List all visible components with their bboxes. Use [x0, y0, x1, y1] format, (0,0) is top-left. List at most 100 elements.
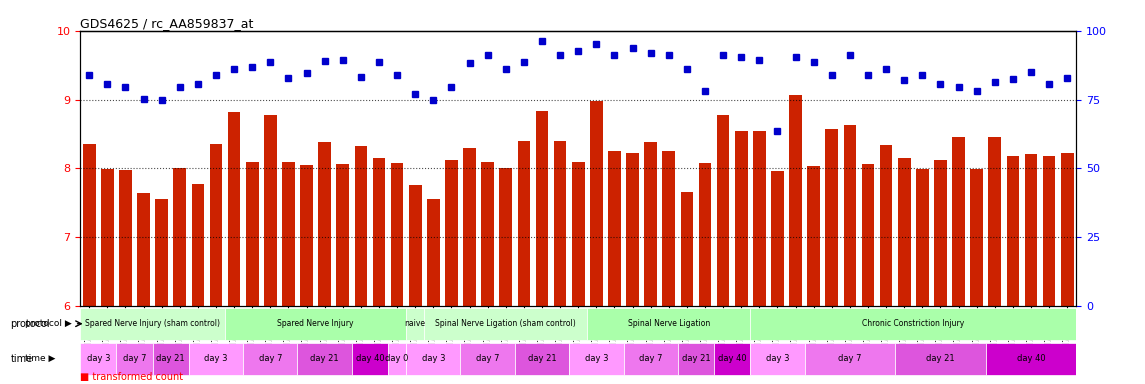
Bar — [481, 162, 493, 306]
Bar — [282, 162, 294, 306]
FancyBboxPatch shape — [243, 343, 298, 374]
Text: ■ transformed count: ■ transformed count — [80, 372, 183, 382]
Bar — [390, 163, 403, 306]
Bar — [771, 170, 784, 306]
Bar — [536, 111, 548, 306]
Text: naive: naive — [404, 319, 426, 328]
FancyBboxPatch shape — [406, 343, 460, 374]
Bar — [645, 142, 657, 306]
FancyBboxPatch shape — [406, 308, 425, 339]
Text: protocol ▶: protocol ▶ — [25, 319, 72, 328]
FancyBboxPatch shape — [388, 343, 406, 374]
Bar — [680, 192, 693, 306]
Bar — [355, 146, 368, 306]
FancyBboxPatch shape — [750, 308, 1076, 339]
Text: GDS4625 / rc_AA859837_at: GDS4625 / rc_AA859837_at — [80, 17, 253, 30]
FancyBboxPatch shape — [425, 308, 587, 339]
Bar — [807, 166, 820, 306]
Bar — [1025, 154, 1037, 306]
Bar — [608, 151, 621, 306]
FancyBboxPatch shape — [895, 343, 986, 374]
Text: day 21: day 21 — [157, 354, 185, 363]
Text: day 21: day 21 — [681, 354, 710, 363]
Bar — [934, 160, 947, 306]
Bar — [300, 165, 313, 306]
Bar — [173, 169, 187, 306]
Bar — [464, 148, 476, 306]
Text: time ▶: time ▶ — [25, 354, 56, 363]
Text: Chronic Constriction Injury: Chronic Constriction Injury — [862, 319, 964, 328]
Bar — [337, 164, 349, 306]
FancyBboxPatch shape — [189, 343, 243, 374]
FancyBboxPatch shape — [569, 343, 624, 374]
Bar — [988, 137, 1001, 306]
Bar — [898, 158, 910, 306]
FancyBboxPatch shape — [152, 343, 189, 374]
Bar — [953, 137, 965, 306]
FancyBboxPatch shape — [80, 308, 226, 339]
Text: day 21: day 21 — [528, 354, 556, 363]
Text: Spinal Nerve Ligation: Spinal Nerve Ligation — [627, 319, 710, 328]
Bar — [1043, 156, 1056, 306]
FancyBboxPatch shape — [298, 343, 352, 374]
Bar — [246, 162, 259, 306]
Text: day 40: day 40 — [356, 354, 385, 363]
Bar — [210, 144, 222, 306]
Text: day 40: day 40 — [718, 354, 747, 363]
FancyBboxPatch shape — [805, 343, 895, 374]
Bar — [753, 131, 766, 306]
Bar — [1061, 153, 1074, 306]
Text: day 3: day 3 — [204, 354, 228, 363]
Text: day 7: day 7 — [639, 354, 663, 363]
Text: day 3: day 3 — [421, 354, 445, 363]
FancyBboxPatch shape — [678, 343, 714, 374]
Bar — [663, 151, 676, 306]
Text: day 0: day 0 — [386, 354, 409, 363]
Text: Spared Nerve Injury: Spared Nerve Injury — [277, 319, 354, 328]
Bar — [191, 184, 204, 306]
FancyBboxPatch shape — [515, 343, 569, 374]
Bar — [626, 152, 639, 306]
FancyBboxPatch shape — [352, 343, 388, 374]
FancyBboxPatch shape — [587, 308, 750, 339]
Bar — [82, 144, 95, 306]
Text: day 7: day 7 — [123, 354, 147, 363]
Text: day 21: day 21 — [310, 354, 339, 363]
Text: protocol: protocol — [10, 319, 50, 329]
Bar — [518, 141, 530, 306]
Bar — [409, 185, 421, 306]
Bar — [119, 170, 132, 306]
Text: time: time — [10, 354, 32, 364]
FancyBboxPatch shape — [986, 343, 1076, 374]
FancyBboxPatch shape — [714, 343, 750, 374]
FancyBboxPatch shape — [117, 343, 152, 374]
Bar — [844, 125, 856, 306]
Bar — [156, 199, 168, 306]
Bar — [916, 169, 929, 306]
Bar — [970, 169, 984, 306]
Bar — [879, 145, 892, 306]
Bar — [101, 169, 113, 306]
Text: day 3: day 3 — [585, 354, 608, 363]
Bar — [499, 169, 512, 306]
Bar — [427, 199, 440, 306]
Bar — [445, 159, 458, 306]
FancyBboxPatch shape — [750, 343, 805, 374]
Text: day 3: day 3 — [766, 354, 789, 363]
Bar — [1006, 156, 1019, 306]
Bar — [789, 95, 802, 306]
Bar — [372, 158, 386, 306]
Bar — [698, 163, 711, 306]
Bar — [228, 112, 240, 306]
Text: day 7: day 7 — [259, 354, 282, 363]
FancyBboxPatch shape — [460, 343, 515, 374]
Bar — [862, 164, 875, 306]
FancyBboxPatch shape — [624, 343, 678, 374]
Text: Spinal Nerve Ligation (sham control): Spinal Nerve Ligation (sham control) — [435, 319, 576, 328]
Text: Spared Nerve Injury (sham control): Spared Nerve Injury (sham control) — [85, 319, 220, 328]
Bar — [590, 101, 602, 306]
Bar — [137, 193, 150, 306]
Text: day 21: day 21 — [926, 354, 955, 363]
Bar — [571, 162, 585, 306]
Text: day 7: day 7 — [476, 354, 499, 363]
